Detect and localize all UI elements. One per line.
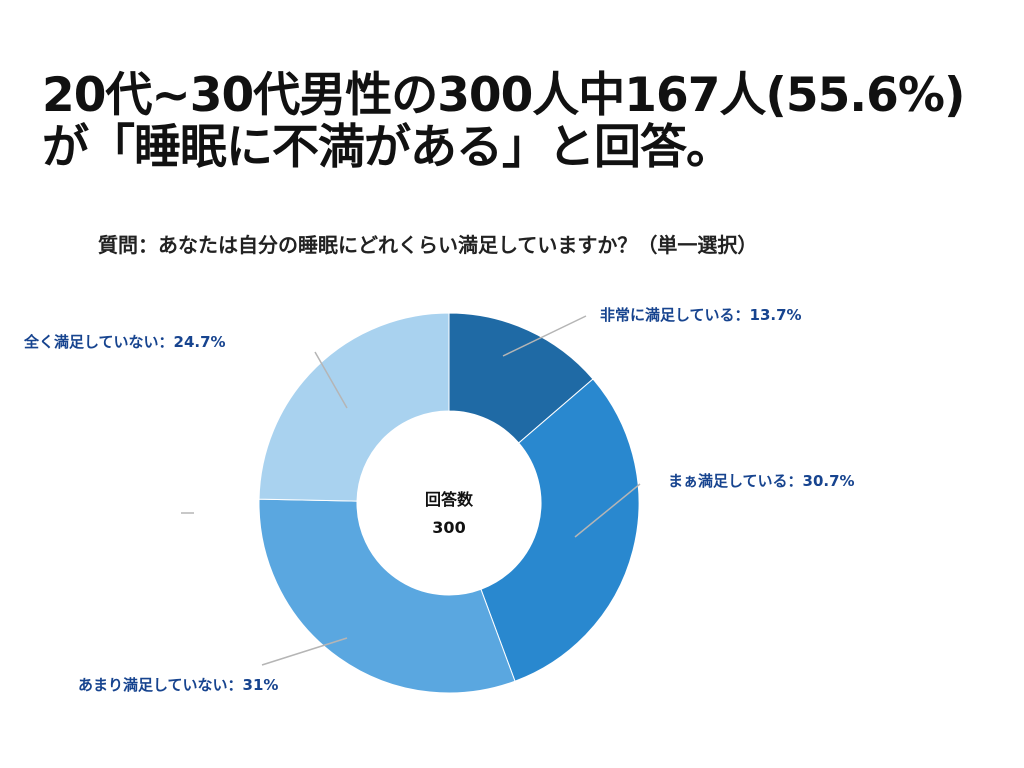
headline-line-1: 20代~30代男性の300人中167人(55.6%) bbox=[42, 68, 965, 123]
slice-2 bbox=[480, 378, 640, 682]
donut-slices bbox=[258, 312, 640, 694]
leader-line-1 bbox=[502, 315, 587, 357]
slice-label-4: 全く満足していない：24.7% bbox=[23, 333, 226, 351]
leader-lines bbox=[261, 315, 641, 666]
leader-line-4 bbox=[314, 351, 348, 409]
center-value: 300 bbox=[432, 518, 465, 537]
slice-3 bbox=[258, 498, 516, 694]
slice-label-1: 非常に満足している：13.7% bbox=[600, 306, 802, 324]
question-text: 質問：あなたは自分の睡眠にどれくらい満足していますか？（単一選択） bbox=[98, 233, 758, 257]
slice-1 bbox=[448, 312, 594, 444]
leader-line-2 bbox=[574, 483, 641, 538]
slice-label-3: あまり満足していない：31% bbox=[78, 676, 278, 694]
center-label: 回答数 bbox=[425, 490, 474, 509]
headline: 20代~30代男性の300人中167人(55.6%) が「睡眠に不満がある」と回… bbox=[42, 70, 1002, 174]
headline-line-2: が「睡眠に不満がある」と回答。 bbox=[42, 120, 733, 175]
leader-line-3 bbox=[261, 637, 348, 666]
slice-labels: 非常に満足している：13.7% まぁ満足している：30.7% あまり満足していない：… bbox=[23, 306, 855, 694]
slice-4 bbox=[258, 312, 450, 502]
slice-label-2: まぁ満足している：30.7% bbox=[668, 472, 855, 490]
